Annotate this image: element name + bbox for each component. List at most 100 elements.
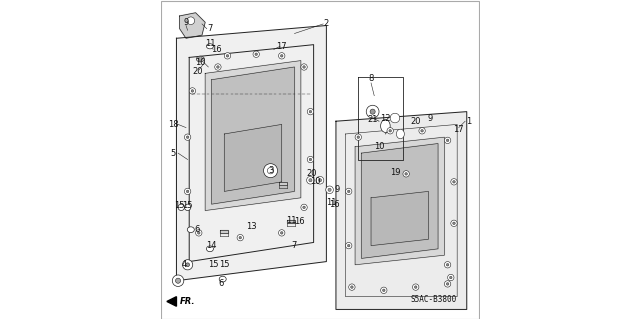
Circle shape [226, 55, 228, 57]
Circle shape [184, 188, 191, 195]
Text: 20: 20 [192, 67, 202, 76]
Ellipse shape [396, 129, 404, 139]
Text: 15: 15 [208, 260, 218, 269]
Circle shape [405, 173, 408, 175]
Circle shape [309, 158, 312, 161]
Text: 10: 10 [374, 142, 384, 151]
Text: 5: 5 [171, 149, 176, 158]
Text: FR.: FR. [180, 297, 195, 306]
Circle shape [370, 109, 375, 114]
Circle shape [307, 156, 314, 163]
Circle shape [268, 167, 274, 174]
Polygon shape [287, 220, 295, 223]
Circle shape [346, 242, 352, 249]
Circle shape [307, 108, 314, 115]
Circle shape [191, 90, 194, 92]
Circle shape [351, 286, 353, 288]
Text: 12: 12 [380, 114, 390, 122]
Text: 11: 11 [205, 39, 215, 48]
Circle shape [280, 55, 283, 57]
Circle shape [186, 263, 189, 267]
Polygon shape [336, 112, 467, 309]
Text: 17: 17 [454, 125, 464, 134]
Circle shape [349, 284, 355, 290]
Circle shape [217, 66, 219, 68]
Text: 19: 19 [390, 168, 400, 177]
Circle shape [186, 190, 189, 193]
Circle shape [444, 281, 451, 287]
Text: 11: 11 [286, 216, 296, 225]
Polygon shape [371, 191, 428, 246]
Circle shape [355, 134, 362, 140]
Circle shape [172, 275, 184, 286]
Circle shape [346, 188, 352, 195]
Text: 4: 4 [182, 260, 187, 269]
Circle shape [403, 171, 410, 177]
Circle shape [447, 274, 454, 281]
Polygon shape [355, 137, 444, 265]
Circle shape [187, 17, 195, 25]
Circle shape [278, 230, 285, 236]
Text: 9: 9 [428, 114, 433, 122]
Text: 10: 10 [310, 177, 321, 186]
Text: 15: 15 [182, 201, 193, 210]
Text: 8: 8 [369, 74, 374, 83]
Circle shape [186, 136, 189, 138]
Text: 11: 11 [326, 198, 337, 207]
Polygon shape [167, 297, 177, 306]
Circle shape [452, 181, 455, 183]
Circle shape [303, 206, 305, 209]
Text: 7: 7 [207, 24, 212, 33]
Circle shape [348, 190, 350, 193]
Circle shape [451, 179, 457, 185]
Text: 18: 18 [168, 120, 179, 129]
Text: 9: 9 [184, 18, 189, 27]
Circle shape [383, 289, 385, 292]
Circle shape [196, 230, 202, 236]
Ellipse shape [207, 44, 214, 49]
Circle shape [301, 204, 307, 211]
Circle shape [366, 105, 379, 118]
Circle shape [444, 137, 451, 144]
Circle shape [303, 66, 305, 68]
Circle shape [446, 263, 449, 266]
Circle shape [421, 130, 423, 132]
Circle shape [182, 260, 193, 270]
Text: 20: 20 [410, 117, 421, 126]
Circle shape [326, 186, 333, 194]
Text: 15: 15 [219, 260, 230, 269]
Ellipse shape [219, 276, 226, 282]
Text: 14: 14 [206, 241, 217, 250]
Circle shape [184, 134, 191, 140]
Circle shape [184, 204, 191, 211]
Text: 16: 16 [329, 200, 340, 209]
Polygon shape [177, 26, 326, 281]
Text: 15: 15 [174, 201, 185, 210]
Circle shape [255, 53, 257, 56]
Polygon shape [212, 67, 294, 204]
Circle shape [307, 176, 314, 184]
Circle shape [451, 220, 457, 226]
Circle shape [419, 128, 425, 134]
Circle shape [301, 64, 307, 70]
Circle shape [309, 179, 312, 182]
Polygon shape [279, 182, 287, 185]
Circle shape [446, 139, 449, 142]
Circle shape [215, 64, 221, 70]
Circle shape [237, 234, 243, 241]
Circle shape [198, 57, 203, 61]
Polygon shape [362, 144, 438, 258]
Text: 3: 3 [268, 166, 273, 175]
Polygon shape [180, 13, 205, 38]
Circle shape [253, 51, 259, 57]
Text: 7: 7 [292, 241, 297, 250]
Text: 10: 10 [195, 58, 205, 67]
Circle shape [224, 53, 230, 59]
Circle shape [415, 286, 417, 288]
Text: 2: 2 [324, 19, 329, 28]
Ellipse shape [207, 246, 214, 252]
Circle shape [328, 188, 331, 191]
Circle shape [278, 53, 285, 59]
Ellipse shape [188, 227, 195, 233]
Text: 6: 6 [218, 279, 224, 288]
